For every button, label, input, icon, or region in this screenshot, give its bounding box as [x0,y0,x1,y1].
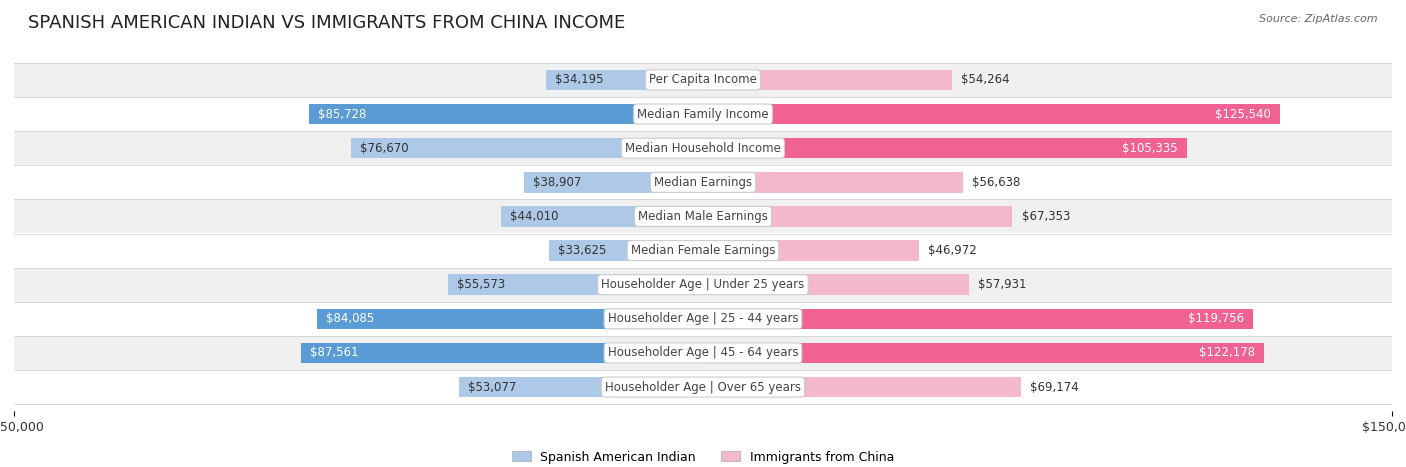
Bar [316,309,703,329]
Text: $34,195: $34,195 [555,73,603,86]
Bar [14,302,1392,336]
Bar [14,165,1392,199]
Text: Per Capita Income: Per Capita Income [650,73,756,86]
Bar [501,206,703,226]
Text: Householder Age | Under 25 years: Householder Age | Under 25 years [602,278,804,291]
Text: $57,931: $57,931 [979,278,1026,291]
Bar [14,268,1392,302]
Bar [14,63,1392,97]
Bar [703,309,1253,329]
Text: $44,010: $44,010 [510,210,558,223]
Text: $67,353: $67,353 [1022,210,1070,223]
Text: Median Household Income: Median Household Income [626,142,780,155]
Bar [703,275,969,295]
Bar [14,131,1392,165]
Bar [703,172,963,192]
Text: $54,264: $54,264 [962,73,1010,86]
Text: $84,085: $84,085 [326,312,374,325]
Bar [546,70,703,90]
Text: Median Female Earnings: Median Female Earnings [631,244,775,257]
Bar [703,343,1264,363]
Text: $55,573: $55,573 [457,278,505,291]
Text: Householder Age | 45 - 64 years: Householder Age | 45 - 64 years [607,347,799,360]
Text: Median Family Income: Median Family Income [637,107,769,120]
Bar [14,199,1392,234]
Text: $46,972: $46,972 [928,244,977,257]
Bar [309,104,703,124]
Bar [548,241,703,261]
Text: $119,756: $119,756 [1188,312,1244,325]
Text: $105,335: $105,335 [1122,142,1178,155]
Text: Median Earnings: Median Earnings [654,176,752,189]
Text: $122,178: $122,178 [1199,347,1256,360]
Text: $85,728: $85,728 [318,107,367,120]
Bar [703,377,1021,397]
Text: Householder Age | Over 65 years: Householder Age | Over 65 years [605,381,801,394]
Text: $76,670: $76,670 [360,142,409,155]
Bar [14,234,1392,268]
Bar [460,377,703,397]
Legend: Spanish American Indian, Immigrants from China: Spanish American Indian, Immigrants from… [506,446,900,467]
Bar [14,97,1392,131]
Bar [352,138,703,158]
Text: $125,540: $125,540 [1215,107,1271,120]
Text: Source: ZipAtlas.com: Source: ZipAtlas.com [1260,14,1378,24]
Text: Householder Age | 25 - 44 years: Householder Age | 25 - 44 years [607,312,799,325]
Bar [703,70,952,90]
Bar [703,206,1012,226]
Text: $38,907: $38,907 [533,176,582,189]
Text: Median Male Earnings: Median Male Earnings [638,210,768,223]
Bar [14,370,1392,404]
Text: $56,638: $56,638 [973,176,1021,189]
Text: $33,625: $33,625 [558,244,606,257]
Text: SPANISH AMERICAN INDIAN VS IMMIGRANTS FROM CHINA INCOME: SPANISH AMERICAN INDIAN VS IMMIGRANTS FR… [28,14,626,32]
Text: $53,077: $53,077 [468,381,517,394]
Text: $87,561: $87,561 [311,347,359,360]
Bar [524,172,703,192]
Bar [703,104,1279,124]
Bar [703,241,918,261]
Bar [301,343,703,363]
Bar [447,275,703,295]
Bar [703,138,1187,158]
Text: $69,174: $69,174 [1031,381,1078,394]
Bar [14,336,1392,370]
